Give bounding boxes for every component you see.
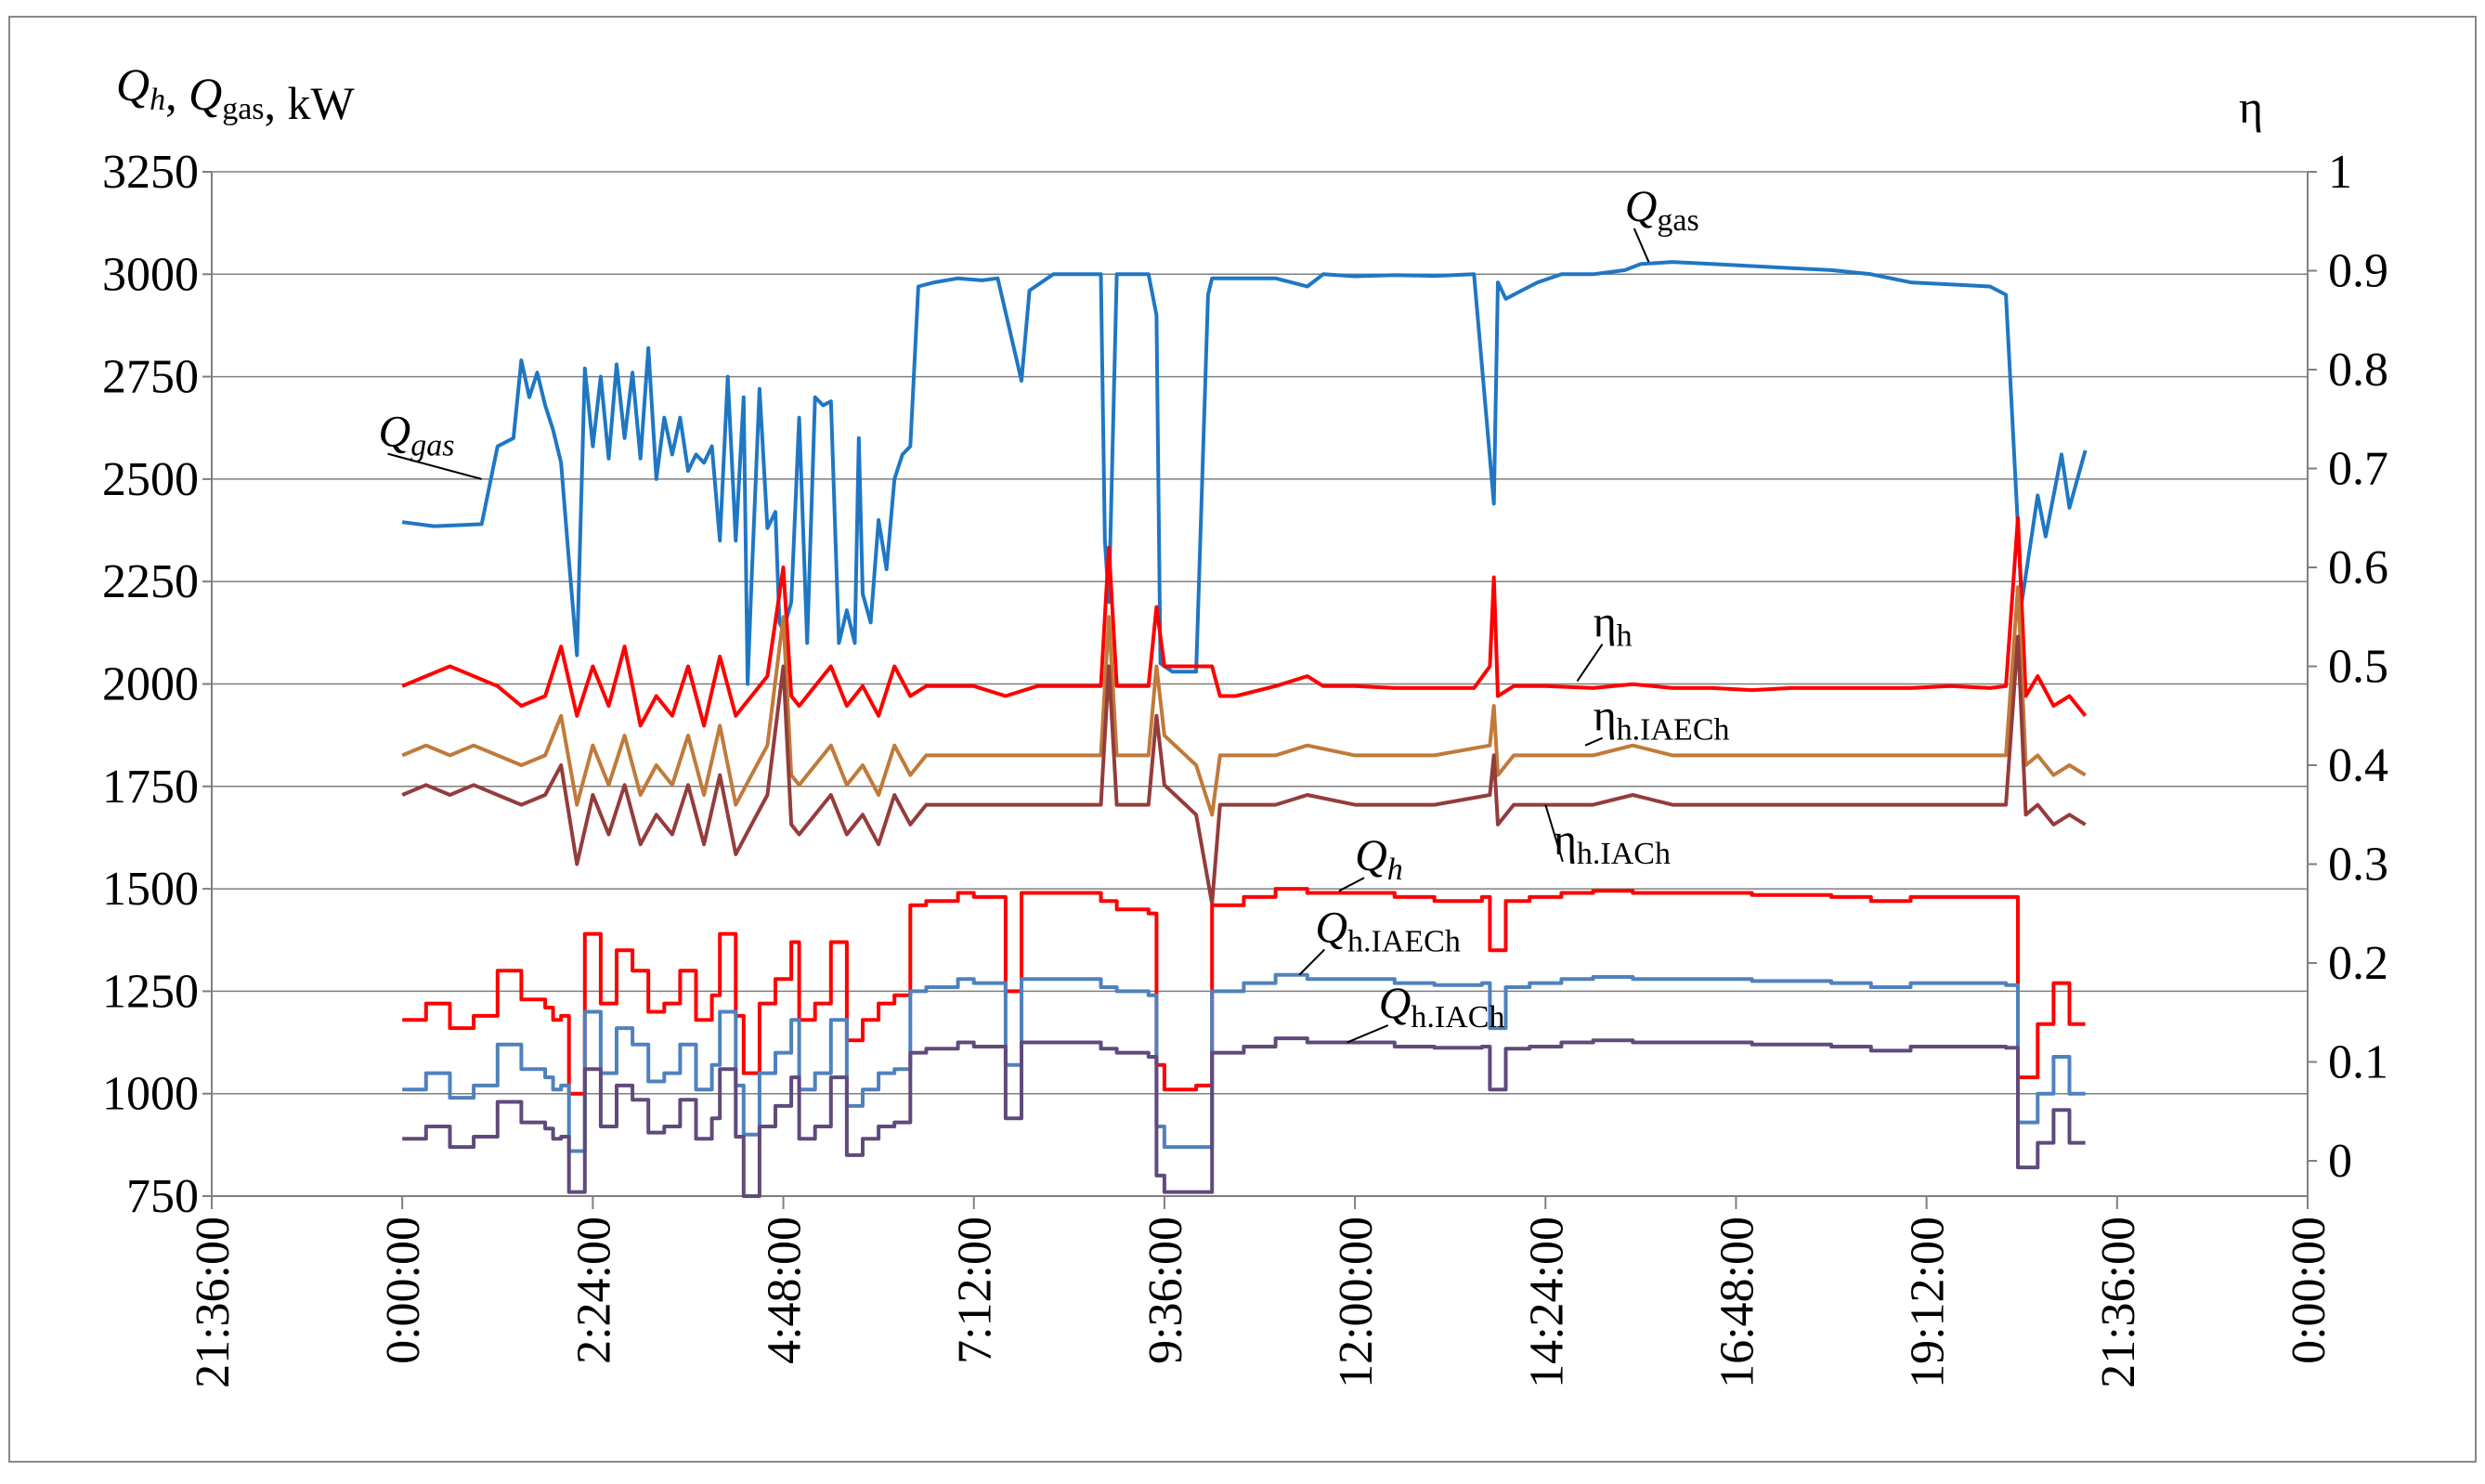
series-line-Q_gas [401, 260, 2088, 686]
y-right-tick-label: 0.6 [2328, 541, 2388, 594]
y-left-tick-label: 2000 [102, 658, 199, 711]
series-line-Q_h.IAECh [402, 972, 2086, 1153]
annotation-leader [1338, 877, 1365, 892]
x-tick-label: 16:48:00 [1711, 1217, 1763, 1388]
annotation-leader [1633, 228, 1650, 263]
annotation-Q_h: Qh [1355, 831, 1403, 887]
series-line-η_h.IAECh [401, 585, 2087, 817]
y-left-tick-label: 1000 [102, 1068, 199, 1121]
y-right-tick-label: 1 [2328, 146, 2352, 199]
annotation-Q_gas: Qgas [379, 408, 455, 463]
y-right-tick-label: 0.8 [2328, 344, 2388, 397]
y-left-tick-label: 2500 [102, 453, 199, 506]
y-right-tick-label: 0.9 [2328, 245, 2388, 298]
annotation-η_h.IACh: ηh.IACh [1554, 815, 1671, 871]
x-tick-label: 12:00:00 [1330, 1217, 1383, 1388]
annotation-leader [387, 452, 482, 480]
x-tick-label: 0:00:00 [377, 1217, 430, 1364]
x-tick-label: 14:24:00 [1520, 1217, 1573, 1388]
y-left-tick-label: 1750 [102, 761, 199, 814]
x-tick-label: 9:36:00 [1139, 1217, 1192, 1364]
y-left-tick-label: 1250 [102, 965, 199, 1018]
y-right-tick-label: 0.7 [2328, 443, 2388, 496]
y-left-tick-label: 1500 [102, 863, 199, 916]
annotation-leader [1298, 948, 1326, 976]
y-right-tick-label: 0.5 [2328, 641, 2388, 694]
annotation-Q_gas: Qgas [1625, 182, 1699, 238]
x-tick-label: 0:00:00 [2283, 1217, 2335, 1364]
annotation-η_h: ηh [1594, 598, 1633, 654]
y-right-tick-label: 0.3 [2328, 839, 2388, 892]
y-right-tick-label: 0.4 [2328, 739, 2388, 792]
x-tick-label: 19:12:00 [1902, 1217, 1955, 1388]
annotation-Q_h.IAECh: Qh.IAECh [1315, 903, 1461, 958]
annotation-leader [1576, 643, 1604, 683]
series-line-Q_h.IACh [402, 1036, 2086, 1198]
annotation-leader [1584, 736, 1603, 747]
x-tick-label: 2:24:00 [567, 1217, 620, 1364]
annotation-leader [1544, 804, 1564, 863]
series-line-η_h [401, 515, 2088, 728]
y-left-tick-label: 3000 [102, 248, 199, 301]
annotation-leader [1347, 1024, 1389, 1044]
y-right-tick-label: 0.2 [2328, 937, 2388, 990]
x-tick-label: 21:36:00 [187, 1217, 240, 1388]
x-tick-label: 21:36:00 [2092, 1217, 2145, 1388]
y-left-tick-label: 2250 [102, 555, 199, 608]
y-right-axis-title: η [2239, 81, 2263, 133]
y-left-tick-label: 3250 [102, 146, 199, 199]
series-line-η_h.IACh [401, 634, 2087, 906]
series-line-Q_h [402, 887, 2086, 1096]
y-left-axis-title: Qh, Qgas, kW [116, 59, 356, 129]
annotation-η_h.IAECh: ηh.IAECh [1594, 692, 1730, 748]
y-left-tick-label: 750 [126, 1170, 199, 1223]
y-left-tick-label: 2750 [102, 351, 199, 404]
annotation-Q_h.IACh: Qh.IACh [1379, 979, 1505, 1035]
x-tick-label: 7:12:00 [949, 1217, 1002, 1364]
chart-frame [8, 16, 2477, 1463]
x-tick-label: 4:48:00 [759, 1217, 812, 1364]
y-right-tick-label: 0 [2328, 1135, 2352, 1188]
y-right-tick-label: 0.1 [2328, 1036, 2388, 1089]
